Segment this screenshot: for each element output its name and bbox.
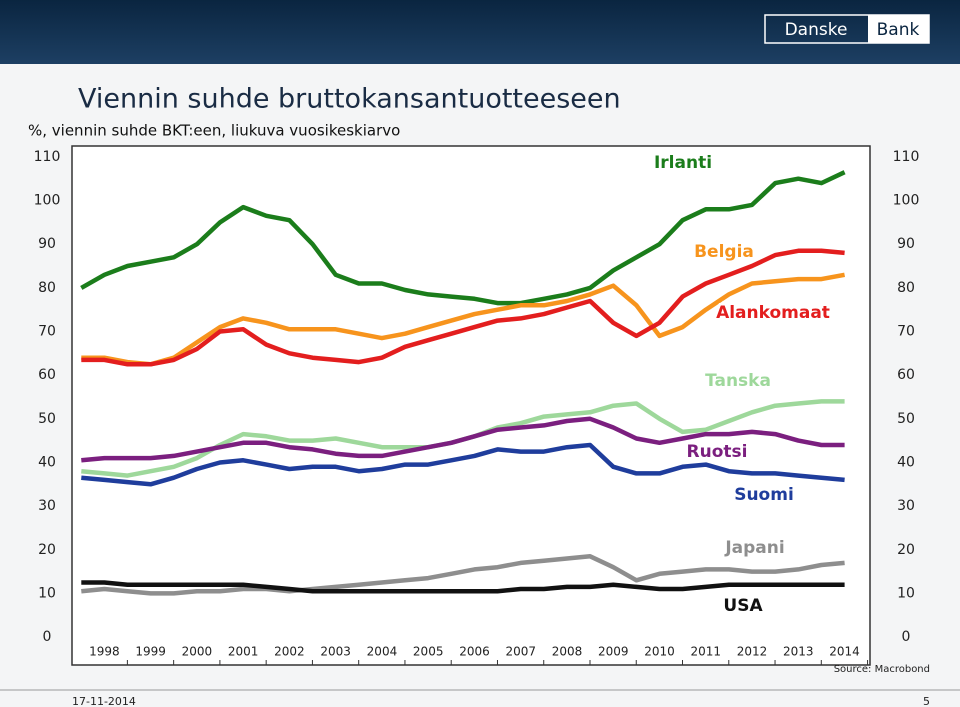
y-tick-label: 20 bbox=[38, 542, 56, 558]
header-band bbox=[0, 0, 960, 64]
series-label: Irlanti bbox=[654, 153, 712, 173]
x-tick-label: 2012 bbox=[737, 645, 768, 659]
x-tick-label: 2011 bbox=[691, 645, 722, 659]
logo-text: Danske bbox=[785, 20, 848, 40]
x-tick-label: 2001 bbox=[228, 645, 259, 659]
plot-area bbox=[71, 145, 871, 666]
page-number: 5 bbox=[923, 695, 930, 707]
x-tick-label: 2000 bbox=[182, 645, 213, 659]
y2-tick-label: 40 bbox=[897, 454, 915, 470]
y2-tick-label: 100 bbox=[893, 193, 920, 209]
x-tick-label: 2007 bbox=[505, 645, 536, 659]
series-line bbox=[81, 272, 846, 367]
y-tick-label: 100 bbox=[34, 193, 61, 209]
y2-tick-label: 80 bbox=[897, 280, 915, 296]
y-tick-label: 70 bbox=[38, 324, 56, 340]
y-tick-label: 30 bbox=[38, 498, 56, 514]
y2-tick-label: 90 bbox=[897, 236, 915, 252]
x-tick-label: 2013 bbox=[783, 645, 814, 659]
series-label: Japani bbox=[724, 538, 784, 558]
y-tick-label: 110 bbox=[34, 149, 61, 165]
y-tick-label: 90 bbox=[38, 236, 56, 252]
x-tick-label: 2006 bbox=[459, 645, 490, 659]
series-line bbox=[80, 170, 846, 306]
logo-box bbox=[868, 15, 929, 43]
y-tick-label: 60 bbox=[38, 367, 56, 383]
series-label: USA bbox=[723, 596, 763, 616]
y-tick-label: 50 bbox=[38, 411, 56, 427]
chart-title: Viennin suhde bruttokansantuotteeseen bbox=[78, 84, 621, 115]
footer-date: 17-11-2014 bbox=[72, 695, 136, 707]
y2-tick-label: 20 bbox=[897, 542, 915, 558]
x-tick-label: 1998 bbox=[89, 645, 120, 659]
y2-tick-label: 0 bbox=[902, 629, 911, 645]
series-line bbox=[81, 554, 845, 596]
series-label: Belgia bbox=[694, 242, 754, 262]
logo-text: Bank bbox=[877, 20, 920, 40]
x-tick-label: 2002 bbox=[274, 645, 305, 659]
series-line bbox=[81, 442, 845, 487]
y2-tick-label: 110 bbox=[893, 149, 920, 165]
series-label: Suomi bbox=[734, 485, 794, 505]
x-tick-label: 2004 bbox=[367, 645, 398, 659]
x-tick-label: 2005 bbox=[413, 645, 444, 659]
y2-tick-label: 50 bbox=[897, 411, 915, 427]
series-label: Tanska bbox=[705, 371, 771, 391]
y2-tick-label: 10 bbox=[897, 585, 915, 601]
y-tick-label: 40 bbox=[38, 454, 56, 470]
chart-subtitle: %, viennin suhde BKT:een, liukuva vuosik… bbox=[28, 122, 400, 140]
x-tick-label: 2009 bbox=[598, 645, 629, 659]
x-tick-label: 2003 bbox=[320, 645, 351, 659]
y-tick-label: 0 bbox=[43, 629, 52, 645]
series-line bbox=[81, 416, 845, 463]
y2-tick-label: 60 bbox=[897, 367, 915, 383]
y2-tick-label: 30 bbox=[897, 498, 915, 514]
y-tick-label: 10 bbox=[38, 585, 56, 601]
series-line bbox=[81, 580, 845, 594]
x-tick-label: 2014 bbox=[829, 645, 860, 659]
x-tick-label: 2010 bbox=[644, 645, 675, 659]
source: Source: Macrobond bbox=[834, 664, 930, 675]
x-tick-label: 2008 bbox=[552, 645, 583, 659]
y2-tick-label: 70 bbox=[897, 324, 915, 340]
series-label: Ruotsi bbox=[687, 442, 748, 462]
y-tick-label: 80 bbox=[38, 280, 56, 296]
series-line bbox=[81, 248, 845, 367]
x-tick-label: 1999 bbox=[135, 645, 166, 659]
series-label: Alankomaat bbox=[716, 303, 830, 323]
